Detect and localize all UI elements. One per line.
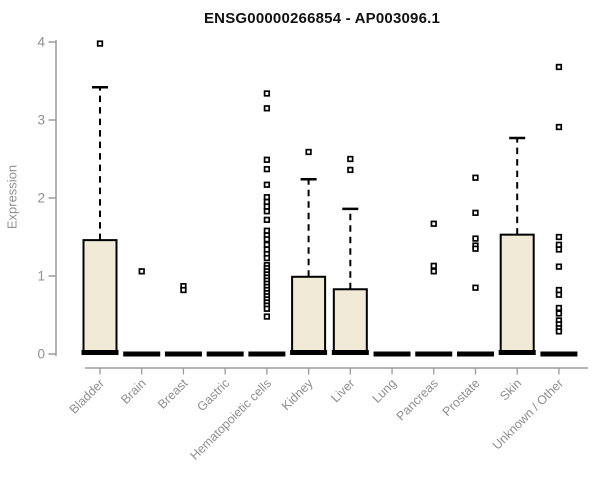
chart-title: ENSG00000266854 - AP003096.1 bbox=[203, 10, 441, 27]
outlier-point bbox=[263, 181, 271, 188]
outlier-point bbox=[555, 123, 563, 131]
x-axis-label: Pancreas bbox=[394, 376, 441, 423]
outlier-point bbox=[263, 313, 271, 320]
outlier-point bbox=[263, 305, 271, 312]
x-axis-label: Bladder bbox=[67, 376, 107, 416]
outlier-point bbox=[555, 63, 563, 71]
outlier-point bbox=[472, 235, 479, 242]
box-kidney bbox=[291, 275, 327, 355]
x-axis-label: Liver bbox=[328, 376, 357, 405]
outlier-point bbox=[263, 236, 271, 243]
outlier-point bbox=[263, 208, 271, 215]
x-axis-label: Skin bbox=[497, 376, 524, 403]
outlier-point bbox=[430, 220, 437, 227]
y-tick-label: 4 bbox=[37, 35, 45, 50]
y-tick-label: 0 bbox=[37, 347, 45, 362]
outlier-point bbox=[263, 156, 271, 163]
outlier-point bbox=[263, 254, 271, 262]
box-bladder bbox=[82, 239, 118, 355]
outlier-point bbox=[555, 328, 563, 335]
outlier-point bbox=[138, 268, 145, 275]
x-axis-label: Brain bbox=[118, 376, 149, 407]
outlier-point bbox=[347, 166, 354, 174]
outlier-point bbox=[472, 245, 479, 252]
y-tick-label: 3 bbox=[37, 113, 45, 128]
x-axis-label: Prostate bbox=[440, 376, 483, 419]
outlier-point bbox=[555, 233, 563, 241]
outlier-point bbox=[263, 165, 271, 173]
outlier-point bbox=[555, 291, 563, 298]
outlier-point bbox=[305, 148, 312, 156]
outlier-point bbox=[555, 310, 563, 317]
outlier-point bbox=[472, 174, 479, 181]
x-axis-label: Hematopoietic cells bbox=[187, 376, 274, 463]
outlier-point bbox=[555, 304, 563, 312]
outlier-point bbox=[263, 90, 271, 97]
outlier-point bbox=[472, 284, 479, 291]
outlier-point bbox=[555, 263, 563, 270]
outlier-point bbox=[472, 209, 479, 216]
box-skin bbox=[499, 233, 535, 355]
outlier-point bbox=[430, 268, 437, 275]
x-axis-label: Gastric bbox=[194, 376, 232, 414]
outlier-point bbox=[96, 40, 104, 47]
outlier-point bbox=[263, 105, 271, 112]
x-axis-label: Unknown / Other bbox=[490, 376, 566, 452]
x-axis-label: Lung bbox=[370, 376, 400, 406]
y-tick-label: 2 bbox=[37, 191, 45, 206]
outlier-point bbox=[430, 262, 437, 270]
x-axis-label: Breast bbox=[155, 376, 191, 412]
outlier-point bbox=[263, 216, 271, 223]
y-tick-label: 1 bbox=[37, 269, 45, 284]
box-liver bbox=[332, 288, 368, 356]
outlier-point bbox=[180, 286, 187, 294]
outlier-point bbox=[347, 155, 354, 163]
outlier-point bbox=[555, 246, 563, 253]
x-axis-label: Kidney bbox=[279, 376, 316, 413]
